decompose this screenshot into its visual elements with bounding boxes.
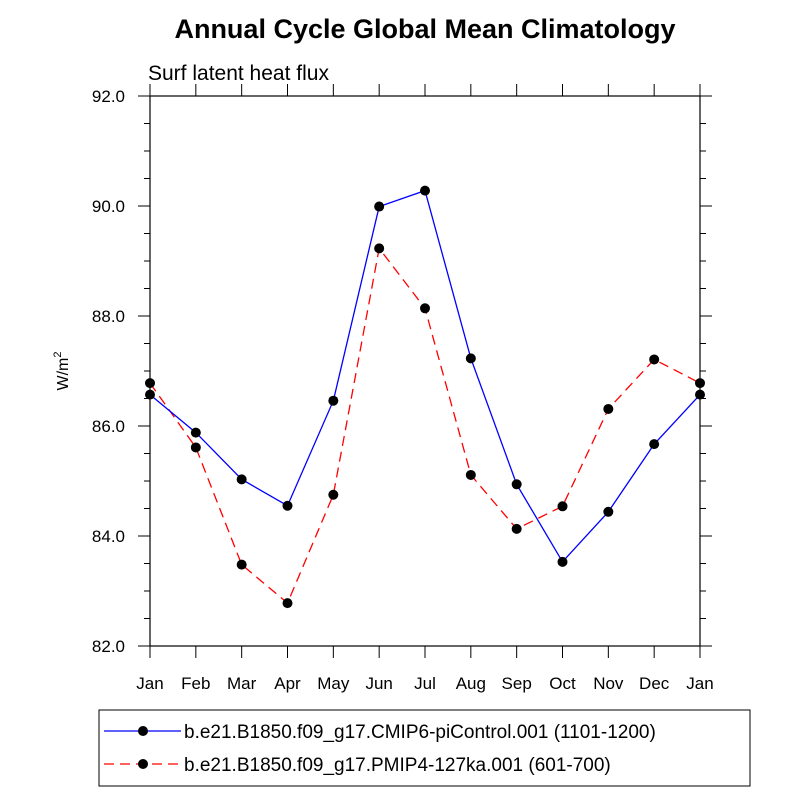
series-line-1 bbox=[149, 189, 701, 563]
y-tick-label: 88.0 bbox=[92, 307, 125, 326]
y-axis-label: W/m2 bbox=[52, 352, 72, 391]
x-tick-label: Jan bbox=[686, 674, 713, 693]
plot-frame bbox=[149, 95, 701, 647]
chart-title: Annual Cycle Global Mean Climatology bbox=[174, 14, 675, 44]
series-2-point bbox=[649, 354, 660, 365]
series-2-point bbox=[511, 523, 522, 534]
series-2-point bbox=[145, 378, 155, 389]
series-2-point bbox=[420, 303, 430, 314]
series-2-point bbox=[328, 489, 339, 500]
x-tick-label: Jan bbox=[136, 674, 163, 693]
chart-subtitle: Surf latent heat flux bbox=[148, 62, 329, 85]
legend-box bbox=[98, 709, 751, 787]
series-1-point bbox=[557, 556, 568, 567]
series-1-point bbox=[190, 427, 201, 438]
y-axis: 82.0 84.0 86.0 88.0 90.0 92.0 bbox=[92, 87, 712, 656]
x-tick-label: Nov bbox=[593, 674, 624, 693]
legend-marker-1 bbox=[138, 726, 148, 736]
legend-label-1: b.e21.B1850.f09_g17.CMIP6-piControl.001 … bbox=[184, 722, 656, 743]
y-axis-label-superscript: 2 bbox=[52, 352, 64, 358]
legend-label-2: b.e21.B1850.f09_g17.PMIP4-127ka.001 (601… bbox=[184, 755, 611, 776]
series-1-point bbox=[420, 185, 430, 196]
x-tick-label: Apr bbox=[274, 674, 301, 693]
series-1-point bbox=[328, 395, 339, 406]
x-tick-label: Jun bbox=[365, 674, 392, 693]
x-tick-label: Mar bbox=[227, 674, 257, 693]
y-tick-label: 84.0 bbox=[92, 527, 125, 546]
series-2-point bbox=[695, 378, 705, 389]
series-1-point bbox=[511, 479, 522, 490]
series-1-point bbox=[145, 389, 155, 400]
y-tick-label: 90.0 bbox=[92, 197, 125, 216]
x-tick-label: Dec bbox=[639, 674, 670, 693]
series-1-point bbox=[465, 353, 476, 364]
x-tick-label: May bbox=[317, 674, 350, 693]
series-1-point bbox=[374, 201, 385, 212]
series-2-point bbox=[282, 598, 293, 609]
y-tick-label: 92.0 bbox=[92, 87, 125, 106]
series-1-point bbox=[649, 439, 660, 450]
y-tick-label: 82.0 bbox=[92, 637, 125, 656]
legend-marker-2 bbox=[138, 759, 148, 769]
series-2-point bbox=[603, 403, 614, 414]
series-layer bbox=[145, 185, 705, 609]
x-tick-label: Feb bbox=[181, 674, 210, 693]
series-1-point bbox=[603, 506, 614, 517]
x-tick-label: Aug bbox=[456, 674, 486, 693]
series-1-point bbox=[695, 389, 705, 400]
y-tick-label: 86.0 bbox=[92, 417, 125, 436]
x-axis: Jan Feb Mar Apr May Jun Jul Aug Sep Oct Nov Dec Jan bbox=[136, 84, 714, 693]
series-2-point bbox=[465, 469, 476, 480]
x-tick-label: Sep bbox=[502, 674, 532, 693]
series-line-2 bbox=[149, 246, 701, 605]
x-tick-label: Oct bbox=[549, 674, 576, 693]
series-2-point bbox=[190, 442, 201, 453]
legend: b.e21.B1850.f09_g17.CMIP6-piControl.001 … bbox=[104, 722, 656, 776]
series-2-point bbox=[236, 559, 247, 570]
series-1-point bbox=[282, 500, 293, 511]
series-2-point bbox=[374, 243, 385, 254]
series-2-point bbox=[557, 501, 568, 512]
x-tick-label: Jul bbox=[414, 674, 436, 693]
series-1-point bbox=[236, 474, 247, 485]
y-axis-label-base: W/m bbox=[55, 358, 72, 391]
